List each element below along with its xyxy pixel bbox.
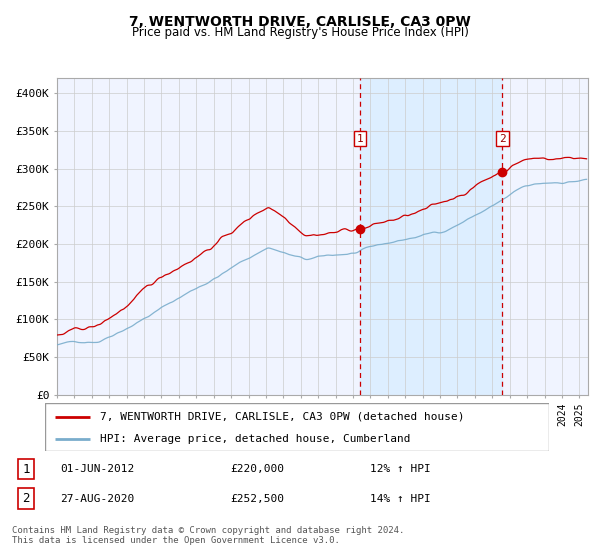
Text: 12% ↑ HPI: 12% ↑ HPI (370, 464, 431, 474)
Text: 2: 2 (22, 492, 30, 505)
Text: HPI: Average price, detached house, Cumberland: HPI: Average price, detached house, Cumb… (100, 434, 411, 444)
Text: 7, WENTWORTH DRIVE, CARLISLE, CA3 0PW (detached house): 7, WENTWORTH DRIVE, CARLISLE, CA3 0PW (d… (100, 412, 465, 422)
Text: Price paid vs. HM Land Registry's House Price Index (HPI): Price paid vs. HM Land Registry's House … (131, 26, 469, 39)
Bar (360, 78, 502, 395)
Text: This data is licensed under the Open Government Licence v3.0.: This data is licensed under the Open Gov… (12, 536, 340, 545)
Text: £220,000: £220,000 (230, 464, 284, 474)
FancyBboxPatch shape (18, 459, 34, 479)
Text: 1: 1 (357, 134, 364, 144)
Text: 2: 2 (499, 134, 506, 144)
Text: 7, WENTWORTH DRIVE, CARLISLE, CA3 0PW: 7, WENTWORTH DRIVE, CARLISLE, CA3 0PW (129, 15, 471, 29)
Text: 14% ↑ HPI: 14% ↑ HPI (370, 494, 431, 503)
Text: 1: 1 (22, 463, 30, 475)
Text: Contains HM Land Registry data © Crown copyright and database right 2024.: Contains HM Land Registry data © Crown c… (12, 526, 404, 535)
FancyBboxPatch shape (45, 403, 549, 451)
Text: 01-JUN-2012: 01-JUN-2012 (60, 464, 134, 474)
FancyBboxPatch shape (18, 488, 34, 509)
Text: £252,500: £252,500 (230, 494, 284, 503)
Text: 27-AUG-2020: 27-AUG-2020 (60, 494, 134, 503)
